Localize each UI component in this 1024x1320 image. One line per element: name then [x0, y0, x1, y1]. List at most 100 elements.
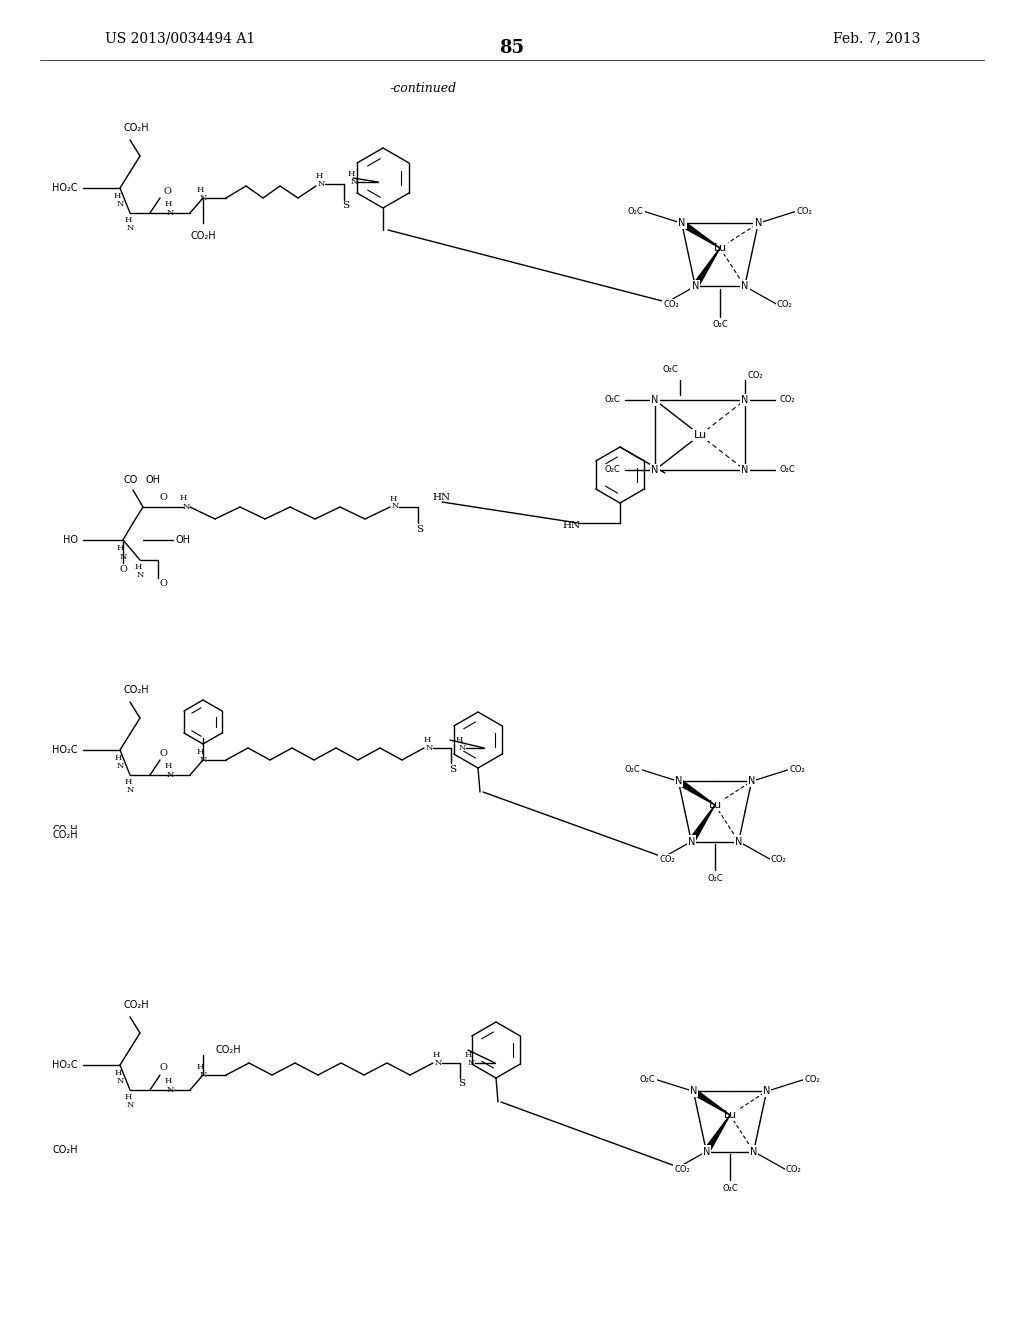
Text: CO: CO [123, 475, 137, 484]
Text: CO₂: CO₂ [785, 1166, 802, 1173]
Text: S: S [417, 524, 424, 533]
Text: N: N [391, 502, 398, 510]
Text: N: N [651, 465, 658, 475]
Text: OH: OH [176, 535, 191, 545]
Polygon shape [703, 1115, 730, 1154]
Text: O: O [119, 565, 127, 574]
Text: CO₂H: CO₂H [190, 231, 216, 242]
Polygon shape [692, 1089, 730, 1115]
Text: CO₂: CO₂ [748, 371, 763, 380]
Text: H: H [423, 737, 431, 744]
Text: N: N [690, 1086, 697, 1097]
Text: O₂C: O₂C [604, 396, 620, 404]
Text: H: H [180, 494, 187, 502]
Text: CO₂H: CO₂H [123, 123, 148, 133]
Text: N: N [425, 744, 433, 752]
Text: CO₂: CO₂ [771, 855, 786, 865]
Text: N: N [459, 744, 466, 752]
Text: N: N [434, 1059, 441, 1067]
Text: N: N [763, 1086, 770, 1097]
Text: H: H [164, 1077, 172, 1085]
Text: H: H [115, 1069, 122, 1077]
Text: N: N [120, 553, 127, 561]
Text: N: N [748, 776, 756, 787]
Text: N: N [691, 281, 699, 292]
Text: CO₂H: CO₂H [52, 1144, 78, 1155]
Text: O: O [159, 1064, 167, 1072]
Text: N: N [741, 281, 749, 292]
Text: N: N [675, 776, 682, 787]
Text: N: N [702, 1147, 710, 1156]
Text: S: S [342, 202, 349, 210]
Text: O₂C: O₂C [604, 466, 620, 474]
Text: N: N [126, 224, 134, 232]
Text: HO₂C: HO₂C [52, 744, 78, 755]
Text: CO₂: CO₂ [780, 396, 796, 404]
Text: 85: 85 [500, 40, 524, 57]
Text: H: H [464, 1051, 472, 1059]
Text: N: N [350, 178, 357, 186]
Text: H: H [347, 170, 354, 178]
Text: H: H [456, 737, 463, 744]
Text: CO₂H: CO₂H [52, 825, 78, 836]
Text: N: N [651, 395, 658, 405]
Text: HO₂C: HO₂C [52, 183, 78, 193]
Text: O: O [160, 494, 168, 503]
Text: H: H [315, 172, 323, 180]
Polygon shape [677, 779, 715, 805]
Text: N: N [166, 1086, 174, 1094]
Text: Lu: Lu [714, 243, 727, 253]
Text: Feb. 7, 2013: Feb. 7, 2013 [833, 30, 920, 45]
Text: N: N [136, 572, 143, 579]
Text: N: N [166, 771, 174, 779]
Text: H: H [124, 777, 132, 785]
Text: N: N [467, 1059, 475, 1067]
Text: N: N [200, 756, 207, 764]
Text: Lu: Lu [723, 1110, 736, 1119]
Text: N: N [317, 180, 325, 187]
Text: H: H [124, 1093, 132, 1101]
Text: O₂C: O₂C [625, 764, 640, 774]
Text: CO₂: CO₂ [659, 855, 675, 865]
Text: N: N [741, 465, 749, 475]
Text: HN: HN [432, 492, 451, 502]
Text: CO₂: CO₂ [797, 207, 812, 215]
Text: S: S [459, 1080, 466, 1089]
Text: HO: HO [63, 535, 78, 545]
Text: OH: OH [146, 475, 161, 484]
Text: CO₂: CO₂ [675, 1166, 690, 1173]
Text: H: H [134, 564, 141, 572]
Text: O₂C: O₂C [708, 874, 723, 883]
Text: Lu: Lu [693, 430, 707, 440]
Text: N: N [117, 1077, 124, 1085]
Text: O: O [159, 748, 167, 758]
Text: CO₂H: CO₂H [123, 685, 148, 696]
Text: CO₂H: CO₂H [215, 1045, 241, 1055]
Text: H: H [197, 186, 204, 194]
Text: O: O [160, 578, 168, 587]
Text: N: N [735, 837, 742, 846]
Polygon shape [689, 805, 715, 843]
Text: O₂C: O₂C [640, 1074, 655, 1084]
Text: N: N [200, 1071, 207, 1078]
Text: HN: HN [562, 520, 581, 529]
Text: N: N [126, 1101, 134, 1109]
Text: N: N [741, 395, 749, 405]
Text: CO₂: CO₂ [777, 300, 793, 309]
Text: -continued: -continued [390, 82, 457, 95]
Text: H: H [389, 495, 396, 503]
Text: US 2013/0034494 A1: US 2013/0034494 A1 [105, 30, 255, 45]
Text: H: H [114, 191, 121, 201]
Text: N: N [678, 218, 685, 228]
Text: N: N [183, 503, 190, 511]
Text: CO₂: CO₂ [664, 300, 679, 309]
Text: O: O [163, 186, 171, 195]
Text: Lu: Lu [709, 800, 722, 810]
Text: H: H [197, 1063, 204, 1071]
Text: N: N [755, 218, 762, 228]
Text: O₂C: O₂C [628, 207, 644, 215]
Text: H: H [432, 1051, 439, 1059]
Text: O₂C: O₂C [722, 1184, 738, 1192]
Text: H: H [164, 762, 172, 770]
Text: CO₂: CO₂ [805, 1074, 820, 1084]
